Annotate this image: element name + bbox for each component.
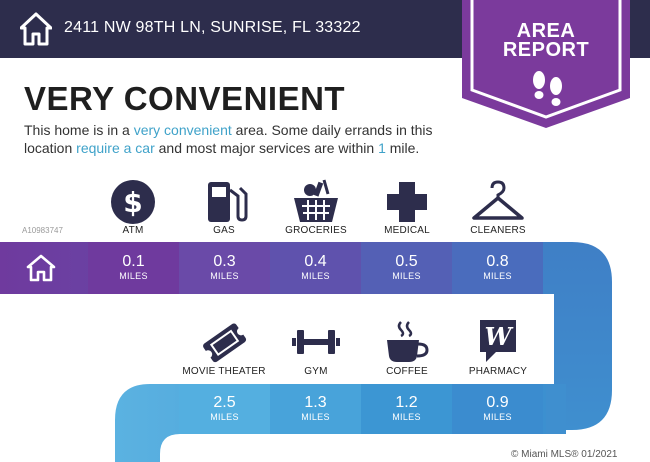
distance-atm: 0.1 MILES (88, 253, 179, 282)
coffee-cup-icon (387, 321, 429, 362)
distance-unit: MILES (483, 412, 512, 422)
pharmacy-logo-icon: W (480, 320, 516, 362)
distance-cell (361, 384, 452, 434)
distance-unit: MILES (392, 271, 421, 281)
hanger-icon (472, 180, 524, 220)
distance-unit: MILES (301, 271, 330, 281)
distance-value: 2.5 (213, 394, 236, 411)
house-icon (20, 12, 52, 46)
distance-cell (179, 384, 270, 434)
distance-cell (452, 242, 543, 294)
desc-highlight-convenience: very convenient (133, 122, 232, 138)
svg-text:$: $ (123, 186, 142, 219)
desc-highlight-car: require a car (76, 140, 155, 156)
distance-unit: MILES (210, 271, 239, 281)
service-label: GYM (304, 366, 328, 377)
distance-value: 0.1 (122, 253, 145, 270)
listing-id-watermark: A10983747 (22, 226, 63, 235)
distance-unit: MILES (483, 271, 512, 281)
distance-unit: MILES (301, 412, 330, 422)
area-description: This home is in a very convenient area. … (24, 121, 464, 157)
distance-value: 0.8 (486, 253, 509, 270)
distance-cell (270, 242, 361, 294)
distance-cell (179, 242, 270, 294)
service-label: COFFEE (386, 366, 428, 377)
distance-cell (270, 384, 361, 434)
service-label: CLEANERS (470, 225, 526, 236)
mls-copyright: © Miami MLS® 01/2021 (511, 449, 618, 460)
distance-value: 1.3 (304, 394, 327, 411)
distance-value: 0.4 (304, 253, 327, 270)
distance-cell (452, 384, 543, 434)
gas-pump-icon (208, 182, 248, 222)
home-origin-icon (26, 254, 56, 282)
service-label: GAS (213, 225, 235, 236)
distance-cell (361, 242, 452, 294)
desc-text-2: area. Some daily errands in this locatio… (24, 122, 433, 156)
dollar-icon: $ (111, 180, 155, 224)
medical-cross-icon (387, 182, 427, 222)
page-title: VERY CONVENIENT (24, 80, 346, 117)
distance-movie-theater: 2.5 MILES (179, 394, 270, 423)
property-address: 2411 NW 98TH LN, SUNRISE, FL 33322 (64, 19, 361, 36)
service-label: MOVIE THEATER (182, 366, 266, 377)
distance-medical: 0.5 MILES (361, 253, 452, 282)
distance-coffee: 1.2 MILES (361, 394, 452, 423)
desc-highlight-distance: 1 (378, 140, 386, 156)
dumbbell-icon (292, 330, 340, 354)
distance-value: 0.9 (486, 394, 509, 411)
distance-value: 0.3 (213, 253, 236, 270)
basket-icon (294, 179, 338, 222)
svg-text:W: W (485, 322, 514, 351)
service-label: PHARMACY (468, 366, 528, 377)
distance-unit: MILES (210, 412, 239, 422)
badge-title-line1: AREA (516, 20, 576, 42)
service-label: MEDICAL (384, 225, 430, 236)
area-report-badge: AREA REPORT (462, 0, 630, 128)
desc-text-3: and most major services are within (154, 140, 379, 156)
distance-value: 0.5 (395, 253, 418, 270)
distance-gym: 1.3 MILES (270, 394, 361, 423)
ticket-icon (203, 323, 247, 363)
footprints-icon (533, 71, 562, 106)
distance-gas: 0.3 MILES (179, 253, 270, 282)
service-label: GROCERIES (285, 225, 347, 236)
badge-title-line2: REPORT (502, 39, 590, 61)
distance-cell (88, 242, 179, 294)
distance-pharmacy: 0.9 MILES (452, 394, 543, 423)
distance-unit: MILES (392, 412, 421, 422)
distance-cleaners: 0.8 MILES (452, 253, 543, 282)
distance-unit: MILES (119, 271, 148, 281)
desc-text-4: mile. (385, 140, 420, 156)
service-label: ATM (122, 225, 144, 236)
desc-text-1: This home is in a (24, 122, 134, 138)
distance-value: 1.2 (395, 394, 418, 411)
distance-groceries: 0.4 MILES (270, 253, 361, 282)
